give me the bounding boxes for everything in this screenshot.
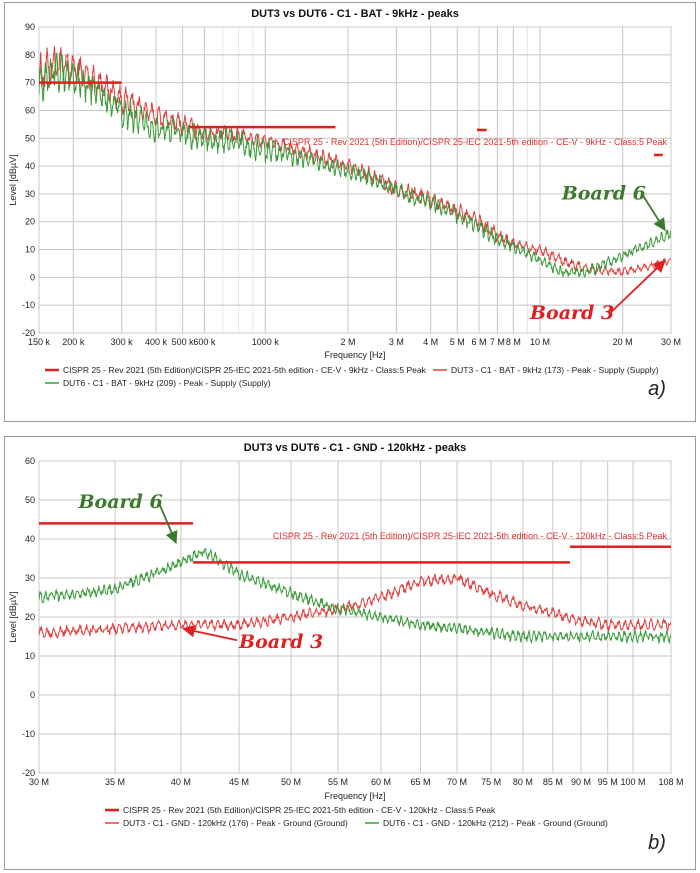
annotation-arrow: [182, 624, 238, 642]
x-tick-label: 10 M: [530, 337, 550, 347]
y-tick-label: 30: [25, 573, 35, 583]
x-tick-label: 4 M: [423, 337, 438, 347]
chart-title: DUT3 vs DUT6 - C1 - GND - 120kHz - peaks: [244, 442, 467, 454]
board-label: Board 6: [77, 491, 162, 513]
board-label: Board 3: [238, 631, 323, 653]
series-line-0: [39, 46, 671, 277]
y-tick-label: 10: [25, 651, 35, 661]
limit-annotation: CISPR 25 - Rev 2021 (5th Edition)/CISPR …: [273, 531, 668, 541]
x-tick-label: 45 M: [229, 777, 249, 787]
x-tick-label: 600 k: [193, 337, 216, 347]
y-tick-label: -20: [22, 768, 35, 778]
y-tick-label: 20: [25, 612, 35, 622]
y-tick-label: 60: [25, 105, 35, 115]
x-tick-label: 75 M: [481, 777, 501, 787]
plot-area: [38, 26, 672, 334]
y-tick-label: 10: [25, 245, 35, 255]
legend-entry: DUT6 - C1 - GND - 120kHz (212) - Peak - …: [383, 818, 608, 828]
chart-panel-a: DUT3 vs DUT6 - C1 - BAT - 9kHz - peaks 15…: [4, 2, 696, 422]
x-tick-label: 90 M: [571, 777, 591, 787]
board-label: Board 6: [561, 182, 646, 204]
chart-title: DUT3 vs DUT6 - C1 - BAT - 9kHz - peaks: [251, 8, 459, 20]
y-tick-label: 40: [25, 534, 35, 544]
y-tick-label: 0: [30, 272, 35, 282]
chart-panel-b: DUT3 vs DUT6 - C1 - GND - 120kHz - peaks…: [4, 436, 696, 870]
y-tick-label: -10: [22, 729, 35, 739]
x-tick-label: 1000 k: [252, 337, 280, 347]
x-tick-label: 80 M: [513, 777, 533, 787]
y-tick-label: -20: [22, 328, 35, 338]
series-line-1: [39, 52, 671, 279]
x-tick-label: 6 M: [472, 337, 487, 347]
x-axis-label: Frequency [Hz]: [324, 791, 385, 801]
annotation-arrow: [609, 259, 666, 314]
x-tick-label: 108 M: [658, 777, 683, 787]
x-tick-label: 100 M: [621, 777, 646, 787]
y-axis-label: Level [dBµV]: [8, 154, 18, 205]
x-tick-label: 50 M: [281, 777, 301, 787]
x-tick-label: 8 M: [506, 337, 521, 347]
y-tick-label: -10: [22, 300, 35, 310]
y-tick-label: 90: [25, 22, 35, 32]
series-line-0: [39, 572, 671, 639]
x-tick-label: 40 M: [171, 777, 191, 787]
x-tick-label: 3 M: [389, 337, 404, 347]
y-tick-label: 0: [30, 690, 35, 700]
x-tick-label: 85 M: [543, 777, 563, 787]
chart-a: DUT3 vs DUT6 - C1 - BAT - 9kHz - peaks 15…: [8, 8, 681, 400]
x-tick-label: 400 k: [145, 337, 168, 347]
board-label: Board 3: [529, 302, 614, 324]
x-tick-label: 30 M: [29, 777, 49, 787]
annotation-arrow: [640, 192, 666, 232]
x-tick-label: 70 M: [447, 777, 467, 787]
annotation-arrow: [157, 501, 178, 545]
y-axis-label: Level [dBµV]: [8, 591, 18, 642]
y-tick-label: 50: [25, 133, 35, 143]
x-tick-label: 30 M: [661, 337, 681, 347]
x-tick-label: 65 M: [410, 777, 430, 787]
y-tick-label: 70: [25, 78, 35, 88]
legend-entry: DUT3 - C1 - GND - 120kHz (176) - Peak - …: [123, 818, 348, 828]
y-tick-label: 20: [25, 217, 35, 227]
limit-annotation: CISPR 25 - Rev 2021 (5th Edition)/CISPR …: [283, 137, 668, 147]
x-tick-label: 2 M: [340, 337, 355, 347]
x-tick-label: 55 M: [328, 777, 348, 787]
x-tick-label: 5 M: [450, 337, 465, 347]
x-tick-label: 500 k: [172, 337, 195, 347]
y-tick-label: 40: [25, 161, 35, 171]
y-tick-label: 30: [25, 189, 35, 199]
y-tick-label: 50: [25, 495, 35, 505]
legend-entry: DUT3 - C1 - BAT - 9kHz (173) - Peak - Su…: [451, 365, 659, 375]
chart-b: DUT3 vs DUT6 - C1 - GND - 120kHz - peaks…: [8, 442, 684, 854]
x-tick-label: 150 k: [28, 337, 51, 347]
legend-entry: DUT6 - C1 - BAT - 9kHz (209) - Peak - Su…: [63, 378, 271, 388]
x-tick-label: 7 M: [490, 337, 505, 347]
legend-entry: CISPR 25 - Rev 2021 (5th Edition)/CISPR …: [123, 805, 496, 815]
x-tick-label: 20 M: [613, 337, 633, 347]
x-tick-label: 35 M: [105, 777, 125, 787]
legend-entry: CISPR 25 - Rev 2021 (5th Edition)/CISPR …: [63, 365, 427, 375]
x-tick-label: 95 M: [598, 777, 618, 787]
x-tick-label: 60 M: [371, 777, 391, 787]
panel-label: b): [648, 832, 666, 854]
x-tick-label: 200 k: [62, 337, 85, 347]
x-tick-label: 300 k: [111, 337, 134, 347]
y-tick-label: 60: [25, 456, 35, 466]
x-axis-label: Frequency [Hz]: [324, 350, 385, 360]
y-tick-label: 80: [25, 50, 35, 60]
panel-label: a): [648, 378, 666, 400]
series-line-1: [39, 548, 671, 645]
